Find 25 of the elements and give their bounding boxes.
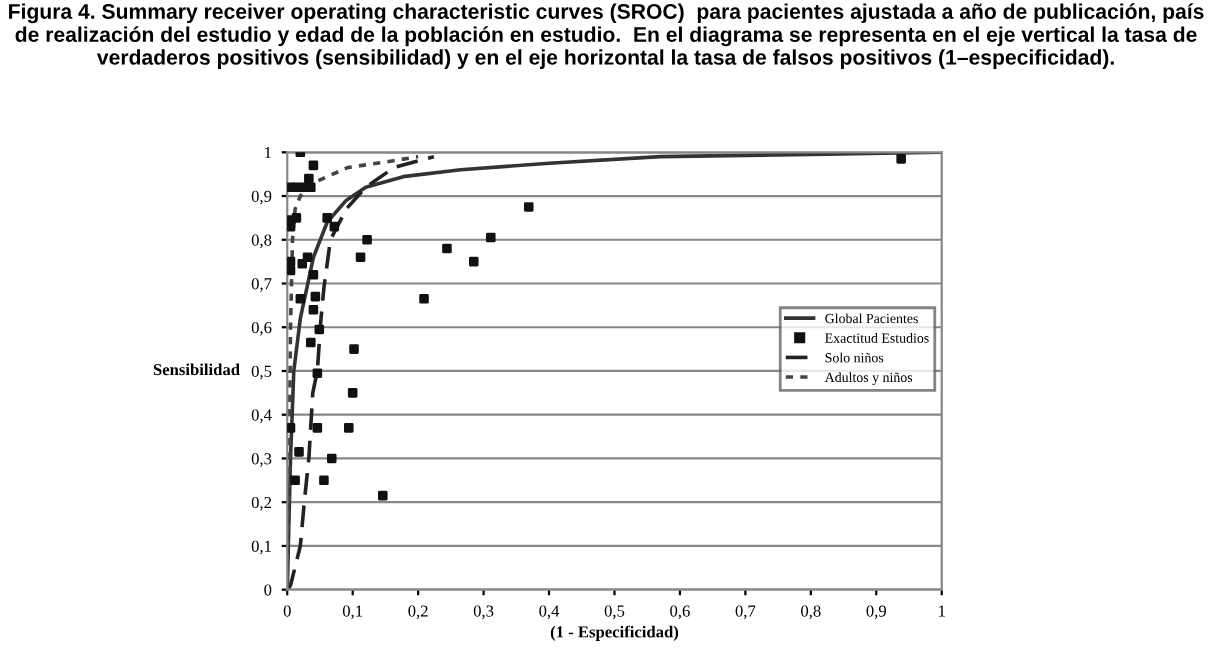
x-tick-label: 0,3 xyxy=(473,605,494,620)
y-tick-label: 0 xyxy=(264,584,272,596)
x-tick-label: 0,7 xyxy=(735,605,756,620)
x-tick-label: 0,2 xyxy=(408,605,428,620)
y-tick-label: 0,4 xyxy=(251,409,272,424)
x-tick-label: 0,8 xyxy=(801,605,821,620)
y-tick-label: 1 xyxy=(265,147,271,159)
y-tick-label: 0,9 xyxy=(251,190,272,205)
x-tick-label: 0,9 xyxy=(866,605,887,620)
y-tick-label: 0,5 xyxy=(251,365,272,380)
x-tick-label: 0,1 xyxy=(342,605,363,620)
y-tick-label: 0,6 xyxy=(251,321,272,336)
x-axis-title: (1 - Especificidad) xyxy=(550,625,679,641)
y-tick-label: 0,8 xyxy=(251,234,272,249)
x-tick-label: 0,4 xyxy=(539,605,560,620)
y-tick-label: 0,7 xyxy=(251,278,272,292)
y-tick-label: 0,2 xyxy=(251,496,272,511)
y-tick-label: 0,3 xyxy=(251,453,272,467)
x-tick-label: 1 xyxy=(939,605,945,617)
y-axis-title: Sensibilidad xyxy=(153,363,240,376)
y-tick-label: 0,1 xyxy=(251,540,271,555)
x-tick-label: 0 xyxy=(283,605,291,617)
x-tick-label: 0,6 xyxy=(670,605,690,620)
chart-title: Figura 4. Summary receiver operating characteristic curves (SROC) para pacientes ajustada a año de publicación, país de realización del estudio y edad de la población en estudio. En el diagrama se representa en el eje vertical la tasa de verdaderos positivos (sensibilidad) y en el eje horizontal la tasa de falsos positivos (1–especificidad). xyxy=(9,3,1204,69)
x-tick-label: 0,5 xyxy=(604,605,625,620)
